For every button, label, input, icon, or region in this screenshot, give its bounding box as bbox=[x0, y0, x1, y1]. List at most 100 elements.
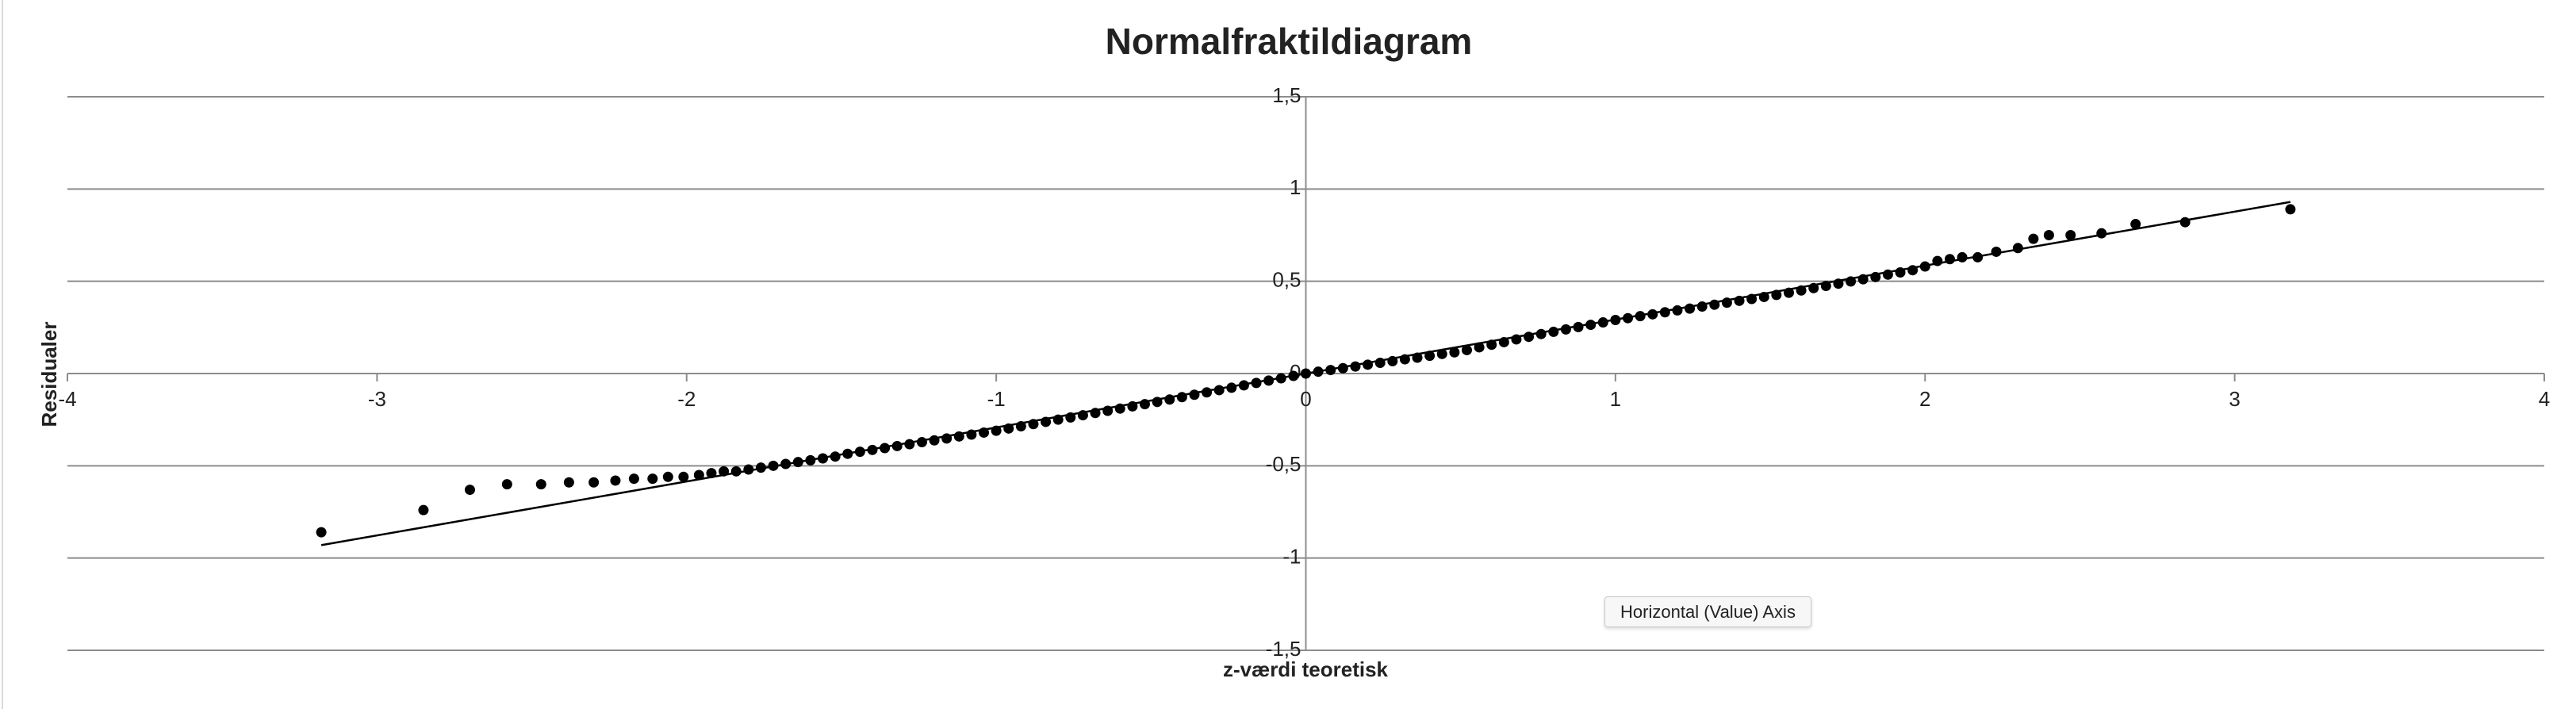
data-point bbox=[1412, 352, 1423, 363]
data-point bbox=[316, 527, 327, 538]
data-point bbox=[1041, 416, 1052, 427]
data-point bbox=[1114, 403, 1125, 414]
data-point bbox=[1685, 303, 1696, 314]
data-point bbox=[647, 473, 658, 485]
y-tick-label: -0,5 bbox=[1266, 452, 1301, 476]
y-tick-label: -1 bbox=[1282, 545, 1301, 569]
data-point bbox=[2028, 233, 2039, 244]
data-point bbox=[1003, 423, 1014, 434]
data-point bbox=[418, 504, 429, 515]
data-point bbox=[1374, 358, 1386, 369]
data-point bbox=[1238, 380, 1249, 391]
data-point bbox=[1524, 332, 1535, 343]
data-point bbox=[1696, 301, 1708, 312]
data-point bbox=[780, 458, 792, 469]
data-point bbox=[916, 437, 927, 448]
data-point bbox=[2012, 243, 2023, 254]
data-point bbox=[867, 444, 878, 455]
data-point bbox=[1597, 317, 1608, 328]
data-point bbox=[1635, 311, 1646, 322]
tooltip: Horizontal (Value) Axis bbox=[1604, 596, 1811, 627]
x-tick-label: -2 bbox=[677, 387, 696, 411]
data-point bbox=[1709, 299, 1720, 310]
data-point bbox=[1659, 307, 1670, 318]
y-tick-label: -1,5 bbox=[1266, 637, 1301, 661]
data-point bbox=[1783, 287, 1794, 298]
x-tick-label: 4 bbox=[2539, 387, 2550, 411]
data-point bbox=[1065, 412, 1076, 423]
data-point bbox=[1350, 361, 1361, 372]
y-axis-title: Residualer bbox=[37, 322, 61, 427]
data-point bbox=[1771, 289, 1782, 301]
data-point bbox=[610, 475, 621, 486]
data-point bbox=[1820, 280, 1831, 291]
data-point bbox=[854, 446, 865, 458]
data-point bbox=[563, 477, 574, 488]
x-tick-label: 0 bbox=[1300, 387, 1311, 411]
data-point bbox=[1573, 321, 1584, 332]
data-point bbox=[1622, 312, 1633, 324]
data-point bbox=[891, 440, 903, 451]
data-point bbox=[2065, 230, 2076, 240]
data-point bbox=[1991, 246, 2002, 257]
data-point bbox=[755, 462, 766, 473]
data-point bbox=[1189, 389, 1200, 400]
data-point bbox=[1796, 285, 1807, 296]
data-point bbox=[1449, 347, 1460, 358]
data-point bbox=[1313, 366, 1324, 377]
x-axis-title: z-værdi teoretisk bbox=[1223, 657, 1389, 681]
data-point bbox=[768, 460, 779, 471]
data-point bbox=[1399, 354, 1410, 365]
data-point bbox=[2130, 219, 2141, 230]
data-point bbox=[1152, 397, 1163, 408]
data-point bbox=[1028, 419, 1039, 430]
data-point bbox=[1944, 254, 1955, 265]
y-tick-label: 1 bbox=[1290, 175, 1301, 199]
data-point bbox=[693, 469, 704, 481]
data-point bbox=[1895, 266, 1906, 278]
data-point bbox=[1176, 392, 1187, 403]
data-point bbox=[941, 433, 953, 444]
data-point bbox=[1102, 405, 1114, 416]
data-point bbox=[818, 453, 829, 464]
data-point bbox=[1363, 359, 1374, 370]
data-point bbox=[1164, 394, 1175, 405]
data-point bbox=[1721, 297, 1732, 309]
data-point bbox=[1474, 342, 1485, 353]
x-tick-label: -4 bbox=[58, 387, 76, 411]
x-tick-label: -3 bbox=[368, 387, 386, 411]
data-point bbox=[842, 448, 853, 459]
data-point bbox=[1746, 293, 1758, 305]
data-point bbox=[2043, 230, 2054, 240]
data-point bbox=[1907, 265, 1919, 276]
data-point bbox=[1461, 344, 1472, 355]
data-point bbox=[743, 464, 754, 475]
data-point bbox=[1226, 382, 1237, 393]
data-point bbox=[1846, 276, 1857, 287]
data-point bbox=[706, 468, 717, 479]
data-point bbox=[805, 454, 816, 466]
data-point bbox=[1052, 414, 1064, 425]
data-point bbox=[953, 431, 964, 442]
data-point bbox=[1870, 271, 1881, 282]
data-point bbox=[501, 479, 512, 490]
data-point bbox=[1610, 315, 1621, 326]
data-point bbox=[1486, 339, 1497, 351]
chart-title: Normalfraktildiagram bbox=[1106, 21, 1473, 62]
data-point bbox=[1301, 368, 1311, 379]
data-point bbox=[792, 457, 803, 468]
y-tick-label: 1,5 bbox=[1272, 83, 1301, 107]
y-tick-label: 0,5 bbox=[1272, 268, 1301, 292]
data-point bbox=[1672, 305, 1683, 316]
data-point bbox=[1077, 410, 1088, 421]
data-point bbox=[2285, 204, 2296, 215]
data-point bbox=[1560, 324, 1571, 335]
data-point bbox=[1424, 351, 1436, 362]
data-point bbox=[1548, 326, 1559, 337]
data-point bbox=[1535, 328, 1547, 339]
data-point bbox=[1758, 291, 1769, 302]
data-point bbox=[929, 435, 940, 446]
data-point bbox=[1251, 377, 1262, 389]
